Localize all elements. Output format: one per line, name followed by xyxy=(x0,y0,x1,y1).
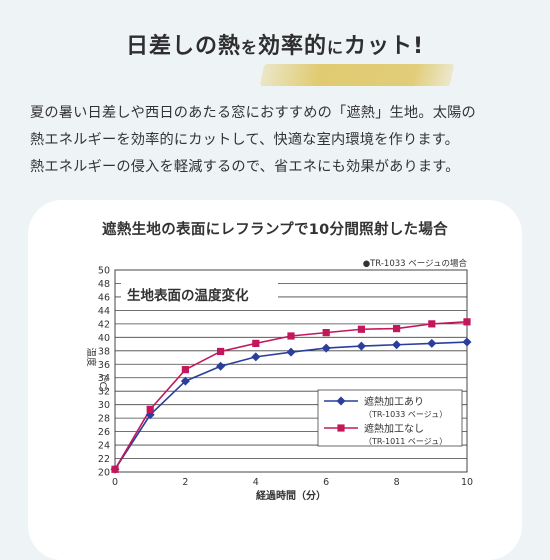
series-1-point xyxy=(216,361,226,371)
x-tick-label: 6 xyxy=(323,477,329,488)
y-tick-label: 20 xyxy=(98,468,110,479)
headline-text-5: カット! xyxy=(344,34,425,59)
headline-wrap: 日差しの熱を効率的にカット! xyxy=(0,28,550,86)
intro-line: 熱エネルギーの侵入を軽減するので、省エネにも効果があります。 xyxy=(30,159,460,175)
legend-marker-1 xyxy=(336,396,346,406)
series-2-point xyxy=(463,318,471,326)
x-tick-label: 4 xyxy=(253,477,259,488)
y-axis-unit: （℃） xyxy=(97,369,108,397)
y-tick-label: 28 xyxy=(98,414,110,425)
intro-line: 熱エネルギーを効率的にカットして、快適な室内環境を作ります。 xyxy=(30,132,460,148)
inner-chart-title: 生地表面の温度変化 xyxy=(127,287,249,304)
inner-title-bg xyxy=(121,283,278,305)
y-tick-label: 32 xyxy=(98,387,110,398)
series-2-point xyxy=(428,320,436,328)
x-tick-label: 0 xyxy=(112,477,118,488)
series-1-point xyxy=(462,337,472,347)
series-2-point xyxy=(181,366,189,374)
y-tick-label: 36 xyxy=(98,360,110,371)
y-tick-label: 22 xyxy=(98,454,110,465)
series-2-point xyxy=(322,329,330,337)
x-axis-label: 経過時間（分） xyxy=(256,489,326,502)
intro-paragraph: 夏の暑い日差しや西日のあたる窓におすすめの「遮熱」生地。太陽の 熱エネルギーを効… xyxy=(30,100,530,181)
y-tick-label: 46 xyxy=(98,292,110,303)
legend-label-1: 遮熱加工あり xyxy=(364,395,424,408)
headline-text-4: に xyxy=(326,38,344,57)
legend-label-2: 遮熱加工なし xyxy=(364,422,424,435)
series-2-point xyxy=(393,324,401,333)
legend-sublabel-2: （TR-1011 ベージュ） xyxy=(364,437,447,446)
series-2-point xyxy=(146,405,154,413)
legend-sublabel-1: （TR-1033 ベージュ） xyxy=(364,410,447,419)
x-tick-label: 2 xyxy=(182,477,188,488)
series-1-point xyxy=(286,347,296,357)
y-tick-label: 30 xyxy=(98,400,110,411)
y-tick-label: 50 xyxy=(98,266,110,277)
y-tick-label: 34 xyxy=(98,373,110,384)
series-1-point xyxy=(392,340,402,350)
y-tick-label: 44 xyxy=(98,306,110,317)
series-2-point xyxy=(111,465,119,473)
y-tick-label: 38 xyxy=(98,346,110,357)
series-1-point xyxy=(356,341,366,351)
series-2-point xyxy=(357,325,365,333)
y-tick-label: 48 xyxy=(98,279,110,290)
series-2-point xyxy=(252,339,260,347)
y-axis-label: 温度 xyxy=(85,347,97,367)
y-tick-label: 42 xyxy=(98,319,110,330)
series-2-point xyxy=(287,332,295,340)
headline-text-3: 効率的 xyxy=(257,34,327,59)
headline-text-1: 日差しの熱 xyxy=(125,34,241,59)
headline: 日差しの熱を効率的にカット! xyxy=(120,28,430,60)
chart-title: 遮熱生地の表面にレフランプで10分間照射した場合 xyxy=(102,222,448,238)
chart-subtitle: ●TR-1033 ベージュの場合 xyxy=(363,258,468,269)
y-tick-label: 24 xyxy=(98,441,110,452)
intro-line: 夏の暑い日差しや西日のあたる窓におすすめの「遮熱」生地。太陽の xyxy=(30,105,476,121)
y-tick-label: 40 xyxy=(98,333,110,344)
legend-marker-2 xyxy=(337,424,345,432)
series-1-point xyxy=(321,343,331,353)
series-1-point xyxy=(180,376,190,386)
series-2-point xyxy=(217,347,225,356)
headline-text-2: を xyxy=(240,38,258,57)
x-tick-label: 10 xyxy=(461,477,473,488)
x-tick-label: 8 xyxy=(394,477,400,488)
series-1-point xyxy=(427,338,437,348)
y-tick-label: 26 xyxy=(98,427,110,438)
series-1-point xyxy=(251,352,261,362)
